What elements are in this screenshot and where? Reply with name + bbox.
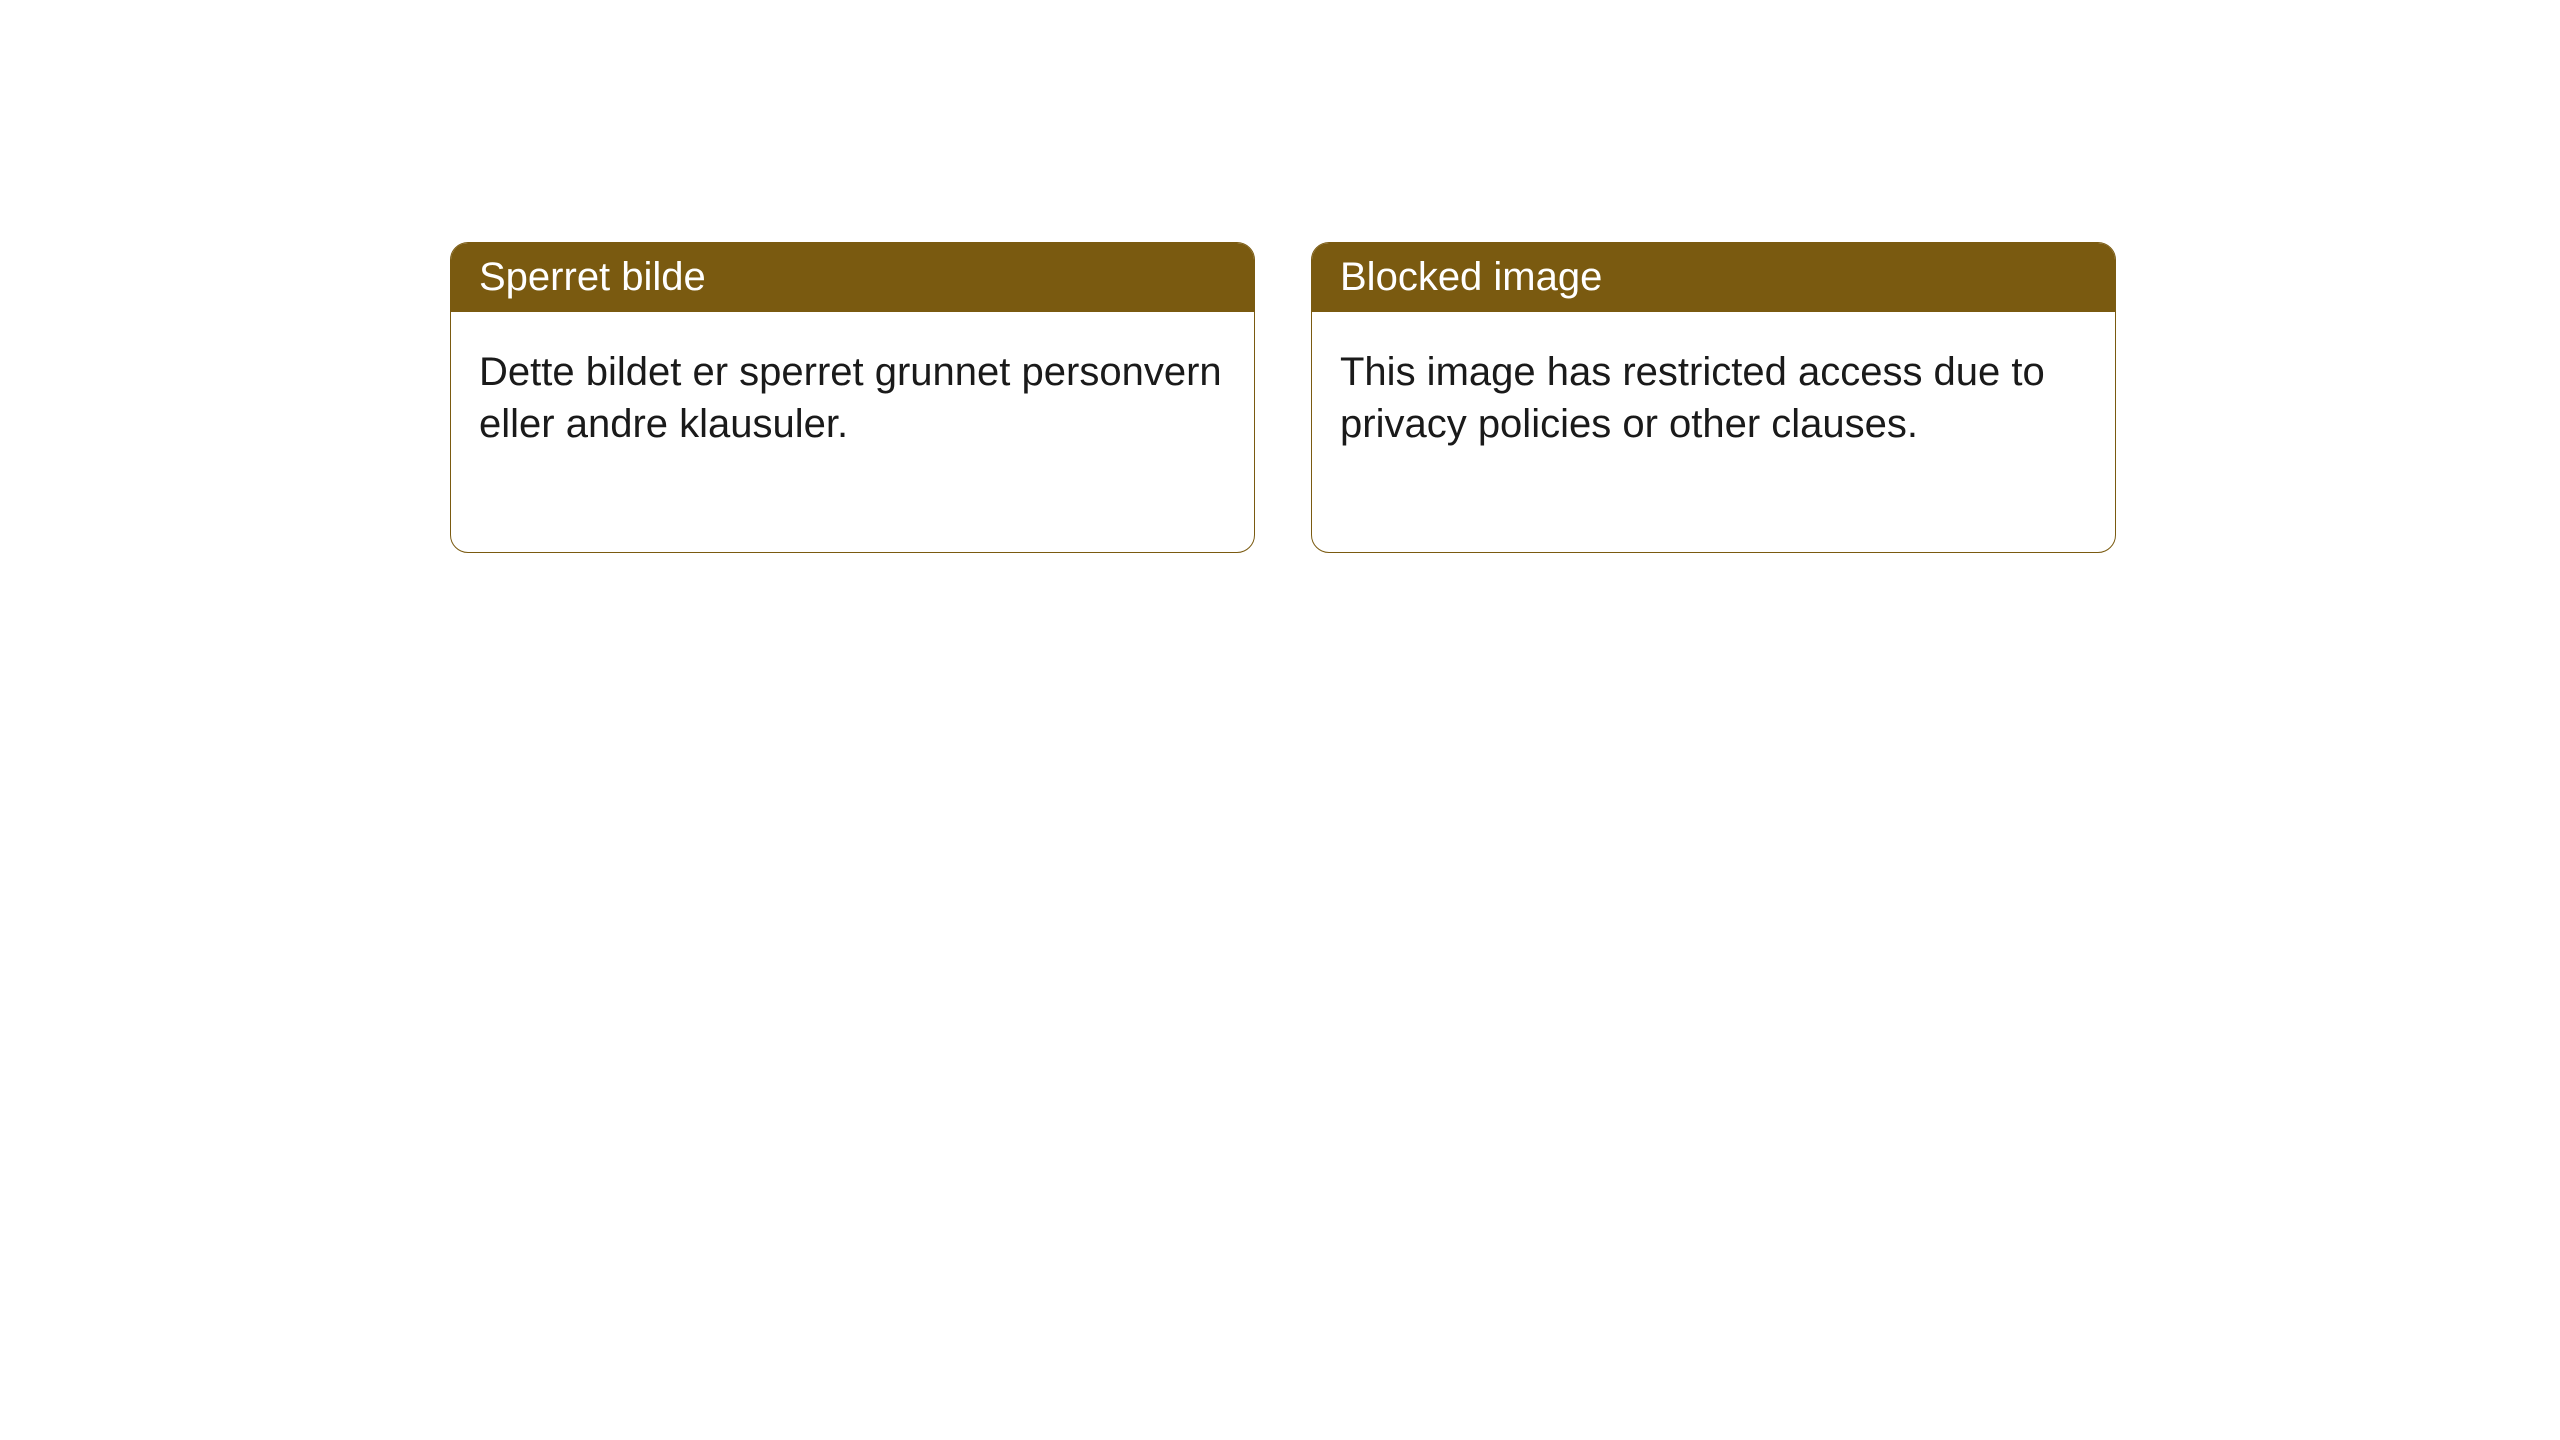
notice-header: Blocked image: [1312, 243, 2115, 312]
notice-body: Dette bildet er sperret grunnet personve…: [451, 312, 1254, 552]
notice-container: Sperret bilde Dette bildet er sperret gr…: [450, 242, 2116, 553]
notice-card-norwegian: Sperret bilde Dette bildet er sperret gr…: [450, 242, 1255, 553]
notice-card-english: Blocked image This image has restricted …: [1311, 242, 2116, 553]
notice-header: Sperret bilde: [451, 243, 1254, 312]
notice-body: This image has restricted access due to …: [1312, 312, 2115, 552]
